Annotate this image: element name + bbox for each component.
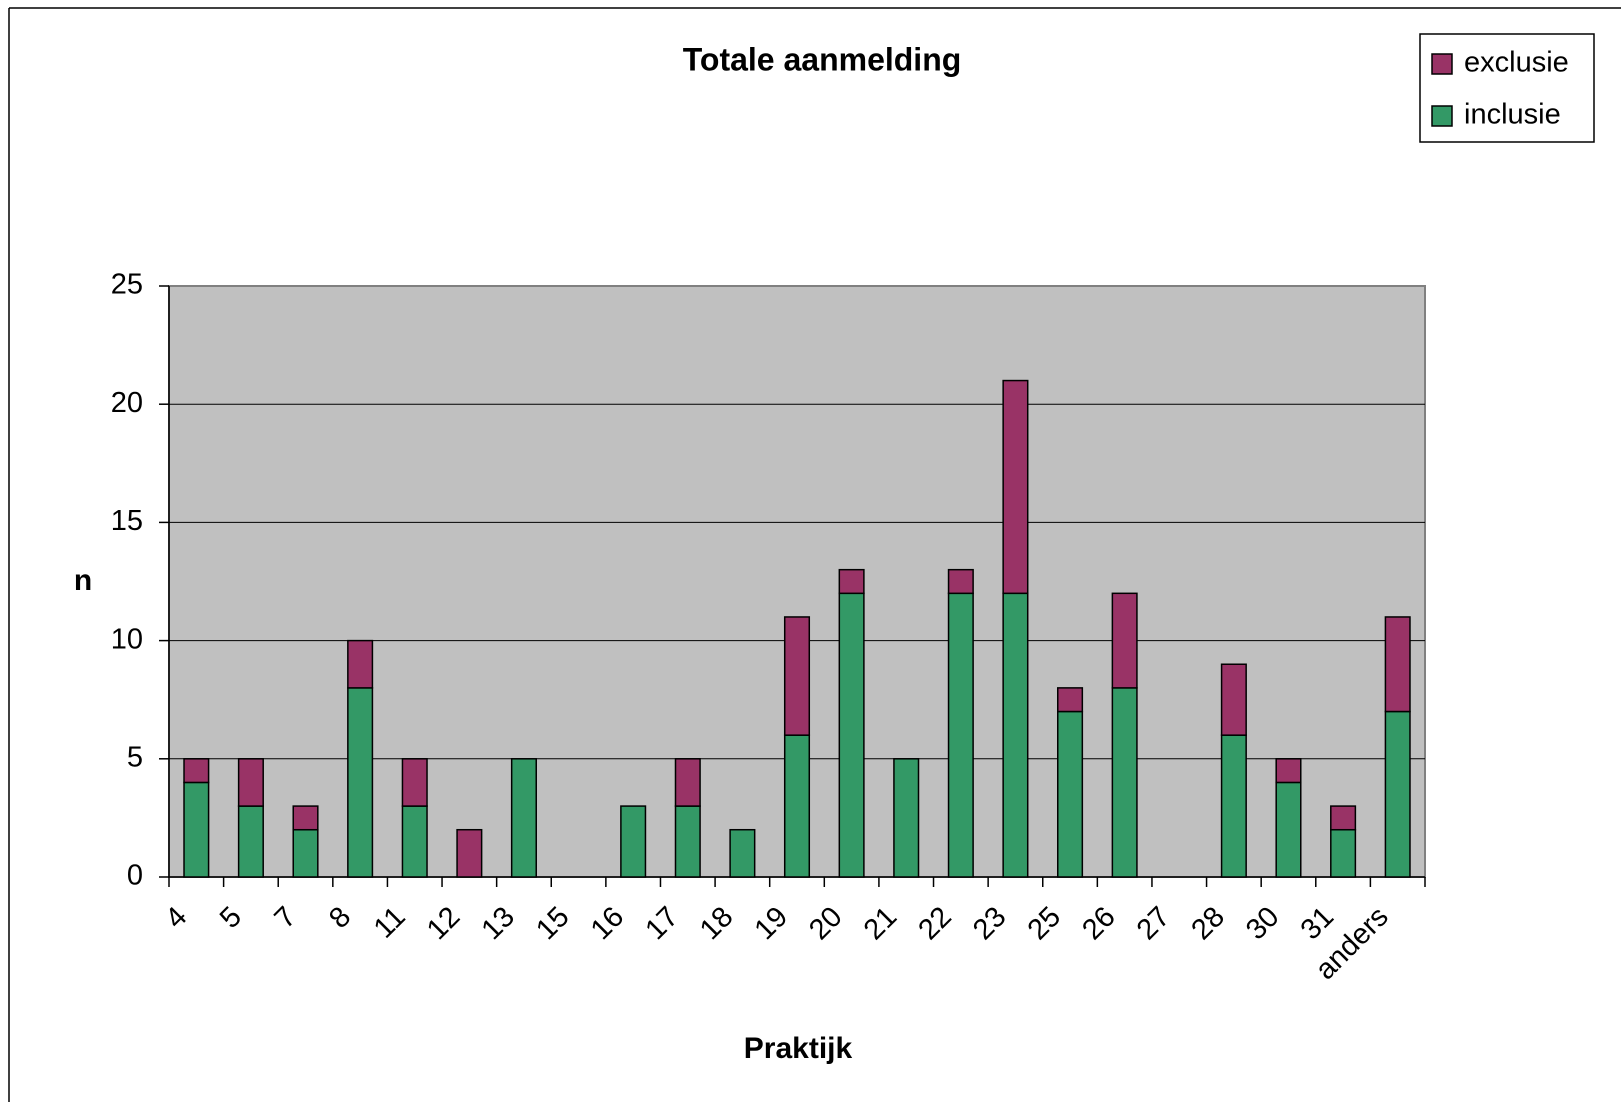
x-tick-label: 27 <box>1131 901 1176 946</box>
x-tick-label: 7 <box>269 901 303 935</box>
x-tick-label: 17 <box>639 901 684 946</box>
bar-segment <box>783 616 811 736</box>
bar-segment <box>1220 734 1247 878</box>
legend-label: inclusie <box>1464 99 1561 131</box>
y-tick-label: 25 <box>111 269 143 301</box>
bar-segment <box>729 828 756 878</box>
bar-segment <box>1220 663 1247 736</box>
bar-segment <box>783 734 811 878</box>
bar-segment <box>947 568 974 595</box>
x-tick-label: 21 <box>858 901 903 946</box>
bar-segment <box>1057 710 1084 878</box>
x-tick-label: 16 <box>585 901 630 946</box>
y-tick-label: 15 <box>111 505 143 537</box>
bar-segment <box>1111 592 1138 689</box>
x-tick-label: 5 <box>214 901 248 935</box>
y-tick-label: 20 <box>111 387 143 419</box>
bar-segment <box>947 592 974 878</box>
bar-segment <box>1384 710 1411 878</box>
legend-swatch <box>1431 53 1453 75</box>
bar-segment <box>401 758 428 807</box>
y-axis-label: n <box>74 564 92 597</box>
bar-segment <box>1330 828 1357 878</box>
x-tick-label: 30 <box>1240 901 1285 946</box>
x-tick-label: 4 <box>159 901 193 935</box>
bar-segment <box>1384 616 1411 713</box>
legend-label: exclusie <box>1464 47 1569 79</box>
bar-segment <box>292 828 319 878</box>
bar-segment <box>456 828 483 878</box>
bar-segment <box>401 805 428 878</box>
x-tick-label: 11 <box>368 901 412 945</box>
y-tick-label: 5 <box>127 741 143 773</box>
bar-segment <box>183 758 210 784</box>
x-tick-label: 12 <box>421 901 466 946</box>
x-tick-label: 28 <box>1185 901 1230 946</box>
bar-segment <box>674 758 701 807</box>
bar-segment <box>838 592 865 878</box>
x-tick-label: 18 <box>694 901 739 946</box>
bar-segment <box>1275 758 1302 784</box>
bar-segment <box>1002 379 1029 595</box>
x-tick-label: 8 <box>323 901 357 935</box>
x-tick-label: 23 <box>967 901 1012 946</box>
bar-segment <box>620 805 647 878</box>
bar-segment <box>347 687 374 878</box>
bar-segment <box>1057 687 1084 713</box>
legend-swatch <box>1431 105 1453 127</box>
bar-segment <box>1275 781 1302 878</box>
x-axis-label: Praktijk <box>744 1032 853 1065</box>
bar-segment <box>510 758 537 878</box>
bar-segment <box>292 805 319 831</box>
x-tick-label: 20 <box>803 901 848 946</box>
y-tick-label: 10 <box>111 623 143 655</box>
bar-segment <box>1330 805 1357 831</box>
bar-segment <box>237 805 264 878</box>
bar-segment <box>1002 592 1029 878</box>
bar-segment <box>838 568 865 595</box>
bar-segment <box>1111 687 1138 878</box>
x-tick-label: 15 <box>530 901 575 946</box>
y-tick-label: 0 <box>127 860 143 892</box>
bar-segment <box>237 758 264 807</box>
bar-segment <box>347 639 374 689</box>
chart-title: Totale aanmelding <box>683 41 962 77</box>
x-tick-label: 25 <box>1022 901 1067 946</box>
x-tick-label: 26 <box>1076 901 1121 946</box>
bar-segment <box>674 805 701 878</box>
x-tick-label: 22 <box>912 901 957 946</box>
x-tick-label: 19 <box>749 901 794 946</box>
x-tick-label: 13 <box>476 901 521 946</box>
bar-segment <box>893 758 920 878</box>
bar-segment <box>183 781 210 878</box>
